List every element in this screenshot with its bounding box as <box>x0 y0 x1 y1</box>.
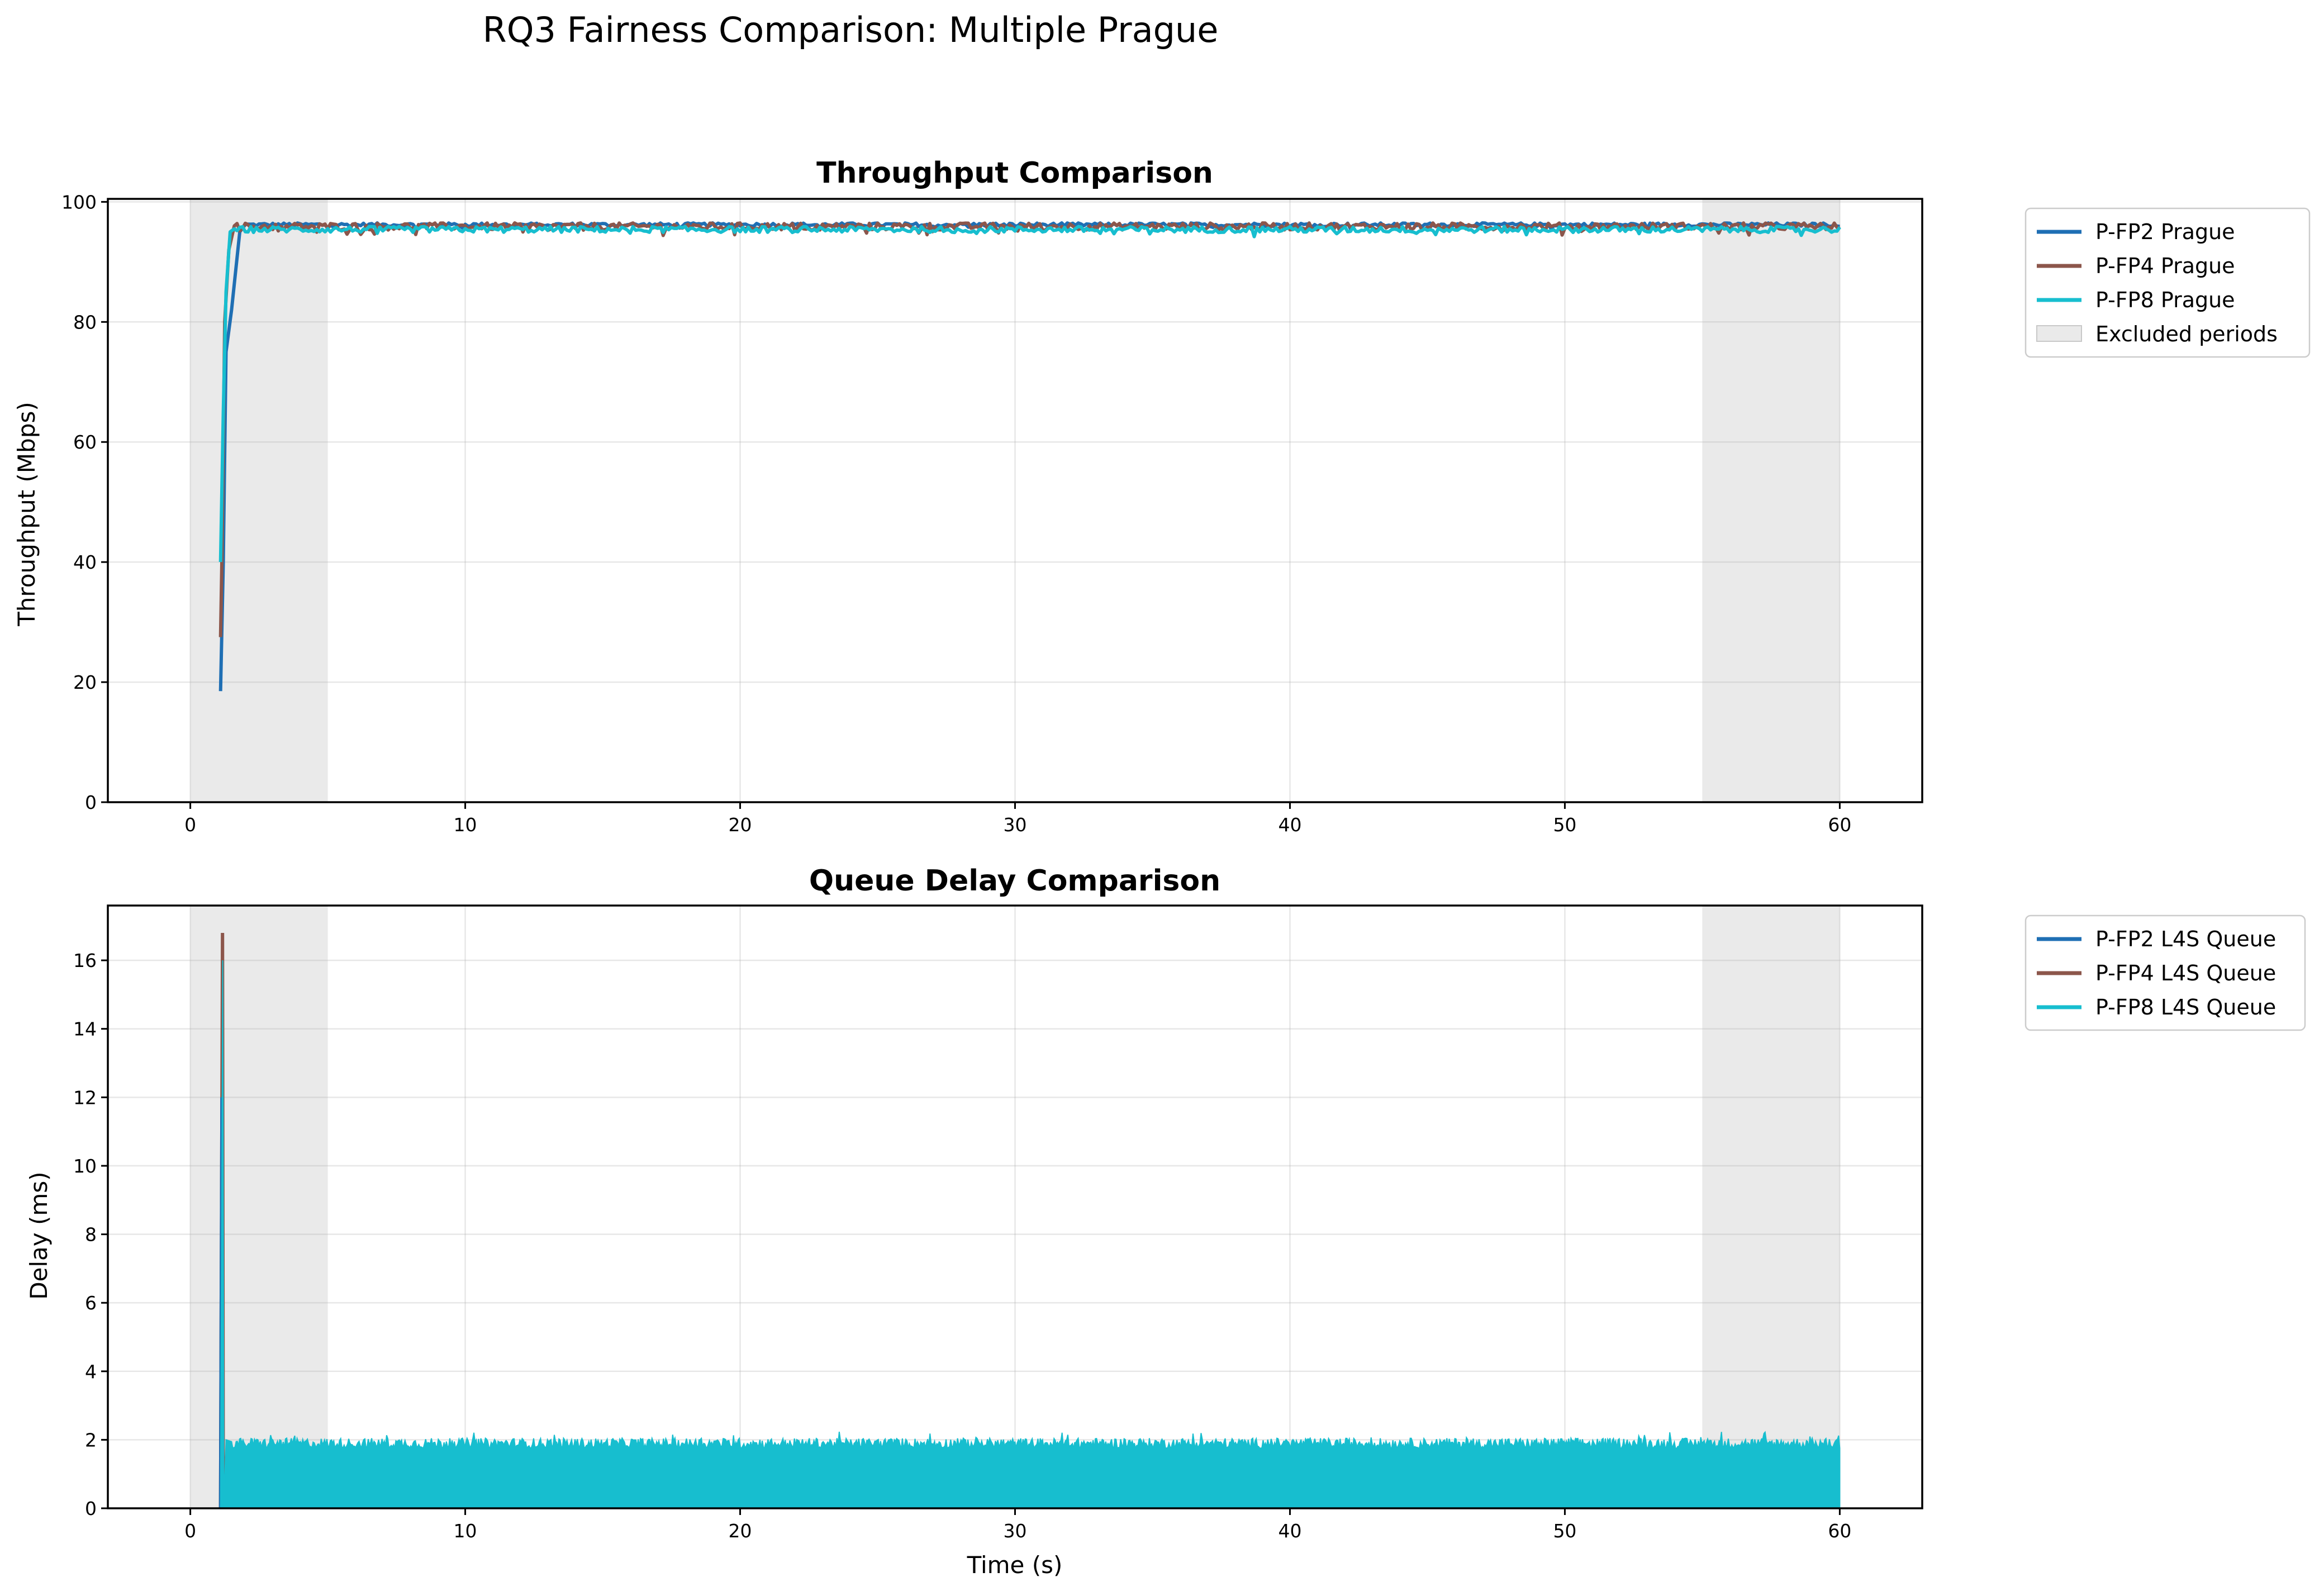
queue-delay-chart-title: Queue Delay Comparison <box>809 864 1220 898</box>
throughput-x-tick-label: 50 <box>1553 814 1576 836</box>
queue-delay-y-tick-label: 14 <box>73 1018 97 1040</box>
queue-delay-legend-label: P-FP8 L4S Queue <box>2095 995 2276 1019</box>
queue-delay-y-tick-label: 16 <box>73 950 97 971</box>
throughput-x-tick-label: 30 <box>1004 814 1027 836</box>
throughput-y-tick-label: 60 <box>73 431 97 453</box>
throughput-x-tick-label: 40 <box>1278 814 1301 836</box>
throughput-series-p-fp2 <box>218 221 1840 692</box>
throughput-legend-frame <box>2024 207 2311 358</box>
queue-delay-y-tick-label: 8 <box>85 1224 97 1246</box>
queue-delay-x-tick-label: 10 <box>454 1520 477 1542</box>
queue-delay-x-tick-label: 0 <box>184 1520 196 1542</box>
queue-delay-series-p-fp8 <box>220 960 1841 1509</box>
throughput-x-tick-label: 0 <box>184 814 196 836</box>
throughput-y-tick-label: 100 <box>61 191 97 213</box>
queue-delay-y-tick-label: 12 <box>73 1087 97 1108</box>
queue-delay-y-tick-label: 2 <box>85 1429 97 1451</box>
throughput-legend: P-FP2 Prague P-FP4 Prague P-FP8 Prague Excl… <box>2024 207 2311 358</box>
throughput-legend-label: P-FP4 Prague <box>2095 254 2235 278</box>
queue-delay-x-tick-label: 30 <box>1004 1520 1027 1542</box>
queue-delay-y-tick-label: 0 <box>85 1498 97 1519</box>
throughput-x-tick-label: 60 <box>1828 814 1851 836</box>
queue-delay-legend-frame <box>2024 914 2306 1031</box>
queue-delay-chart: Queue Delay Comparison Delay (ms) Time (… <box>25 864 1923 1579</box>
throughput-series-p-fp8 <box>218 225 1841 563</box>
queue-delay-y-axis-label: Delay (ms) <box>25 1171 53 1299</box>
throughput-series-p-fp4 <box>218 221 1841 637</box>
throughput-x-tick-label: 20 <box>729 814 752 836</box>
throughput-y-tick-label: 0 <box>85 792 97 813</box>
throughput-legend-patch <box>2036 325 2082 342</box>
throughput-plot-area: 0 10 20 30 40 50 60 0 20 40 60 80 100 <box>61 191 1923 836</box>
figure-title: RQ3 Fairness Comparison: Multiple Prague <box>483 9 1219 50</box>
throughput-chart-title: Throughput Comparison <box>816 156 1213 190</box>
throughput-excluded-period-0 <box>190 199 328 802</box>
queue-delay-x-axis-label: Time (s) <box>967 1551 1063 1579</box>
queue-delay-y-tick-label: 4 <box>85 1361 97 1383</box>
queue-delay-plot-area: 0 10 20 30 40 50 60 0 2 4 6 8 10 12 14 16 <box>73 904 1923 1542</box>
queue-delay-excluded-period-0 <box>190 906 328 1508</box>
queue-delay-x-tick-label: 40 <box>1278 1520 1301 1542</box>
queue-delay-x-tick-label: 60 <box>1828 1520 1851 1542</box>
queue-delay-legend-label: P-FP4 L4S Queue <box>2095 961 2276 985</box>
throughput-legend-label: P-FP8 Prague <box>2095 288 2235 312</box>
throughput-excluded-period-1 <box>1702 199 1840 802</box>
queue-delay-legend: P-FP2 L4S Queue P-FP4 L4S Queue P-FP8 L4S … <box>2024 914 2306 1031</box>
throughput-legend-label: Excluded periods <box>2095 322 2278 346</box>
throughput-y-tick-label: 80 <box>73 311 97 333</box>
queue-delay-y-tick-label: 6 <box>85 1292 97 1314</box>
queue-delay-excluded-period-1 <box>1702 906 1840 1508</box>
queue-delay-x-tick-label: 20 <box>729 1520 752 1542</box>
queue-delay-y-tick-label: 10 <box>73 1155 97 1177</box>
queue-delay-legend-label: P-FP2 L4S Queue <box>2095 927 2276 951</box>
throughput-y-tick-label: 40 <box>73 551 97 573</box>
throughput-y-tick-label: 20 <box>73 671 97 693</box>
throughput-y-axis-label: Throughput (Mbps) <box>13 402 40 627</box>
queue-delay-x-tick-label: 50 <box>1553 1520 1576 1542</box>
throughput-x-tick-label: 10 <box>454 814 477 836</box>
throughput-legend-label: P-FP2 Prague <box>2095 220 2235 244</box>
throughput-chart: Throughput Comparison Throughput (Mbps) … <box>13 156 1923 836</box>
